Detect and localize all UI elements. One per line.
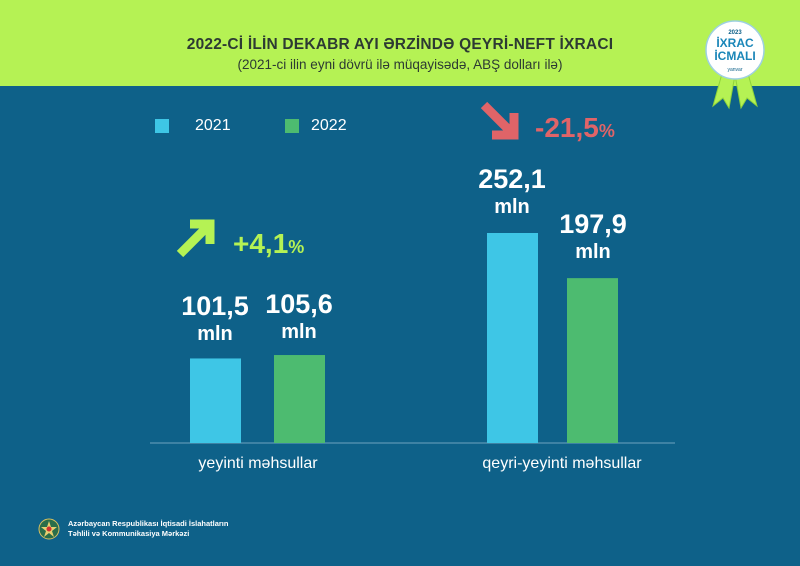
svg-text:İXRAC: İXRAC xyxy=(716,35,754,50)
footer-line1: Azərbaycan Respublikası İqtisadi İslahat… xyxy=(68,519,229,528)
legend-2021: 2021 xyxy=(155,117,231,135)
bar-qeyri-yeyinti-2022 xyxy=(567,278,618,443)
bar-yeyinti-2022 xyxy=(274,355,325,443)
footer-line2: Təhlili və Kommunikasiya Mərkəzi xyxy=(68,529,190,538)
change-qeyri-yeyinti: -21,5% xyxy=(535,112,615,143)
footer: Azərbaycan Respublikası İqtisadi İslahat… xyxy=(38,518,228,540)
data-label-qeyri-2022: 197,9 mln xyxy=(559,209,627,263)
legend-2022: 2022 xyxy=(285,117,347,135)
badge-logo: 2023 İXRAC İCMALI yanvar xyxy=(705,20,765,110)
change-yeyinti: +4,1% xyxy=(233,228,305,259)
svg-text:2023: 2023 xyxy=(728,30,742,36)
svg-text:İCMALI: İCMALI xyxy=(714,48,755,63)
data-label-qeyri-2021: 252,1 mln xyxy=(478,164,546,218)
legend-swatch-2021 xyxy=(155,119,169,133)
legend-label-2021: 2021 xyxy=(195,117,231,134)
page-subtitle: (2021-ci ilin eyni dövrü ilə müqayisədə,… xyxy=(237,57,563,72)
data-label-yeyinti-2021: 101,5 mln xyxy=(181,291,249,345)
legend-swatch-2022 xyxy=(285,119,299,133)
category-label-yeyinti: yeyinti məhsullar xyxy=(198,455,318,472)
page-title: 2022-Cİ İLİN DEKABR AYI ƏRZİNDƏ QEYRİ-NE… xyxy=(186,36,614,53)
header xyxy=(0,0,800,86)
arrow-down-icon xyxy=(480,101,519,140)
data-label-yeyinti-2022: 105,6 mln xyxy=(265,289,333,343)
category-label-qeyri-yeyinti: qeyri-yeyinti məhsullar xyxy=(482,455,642,472)
bar-yeyinti-2021 xyxy=(190,358,241,443)
legend-label-2022: 2022 xyxy=(311,117,347,134)
emblem-logo xyxy=(38,518,60,540)
arrow-up-icon xyxy=(176,219,215,258)
bar-qeyri-yeyinti-2021 xyxy=(487,233,538,443)
svg-text:yanvar: yanvar xyxy=(727,67,742,73)
